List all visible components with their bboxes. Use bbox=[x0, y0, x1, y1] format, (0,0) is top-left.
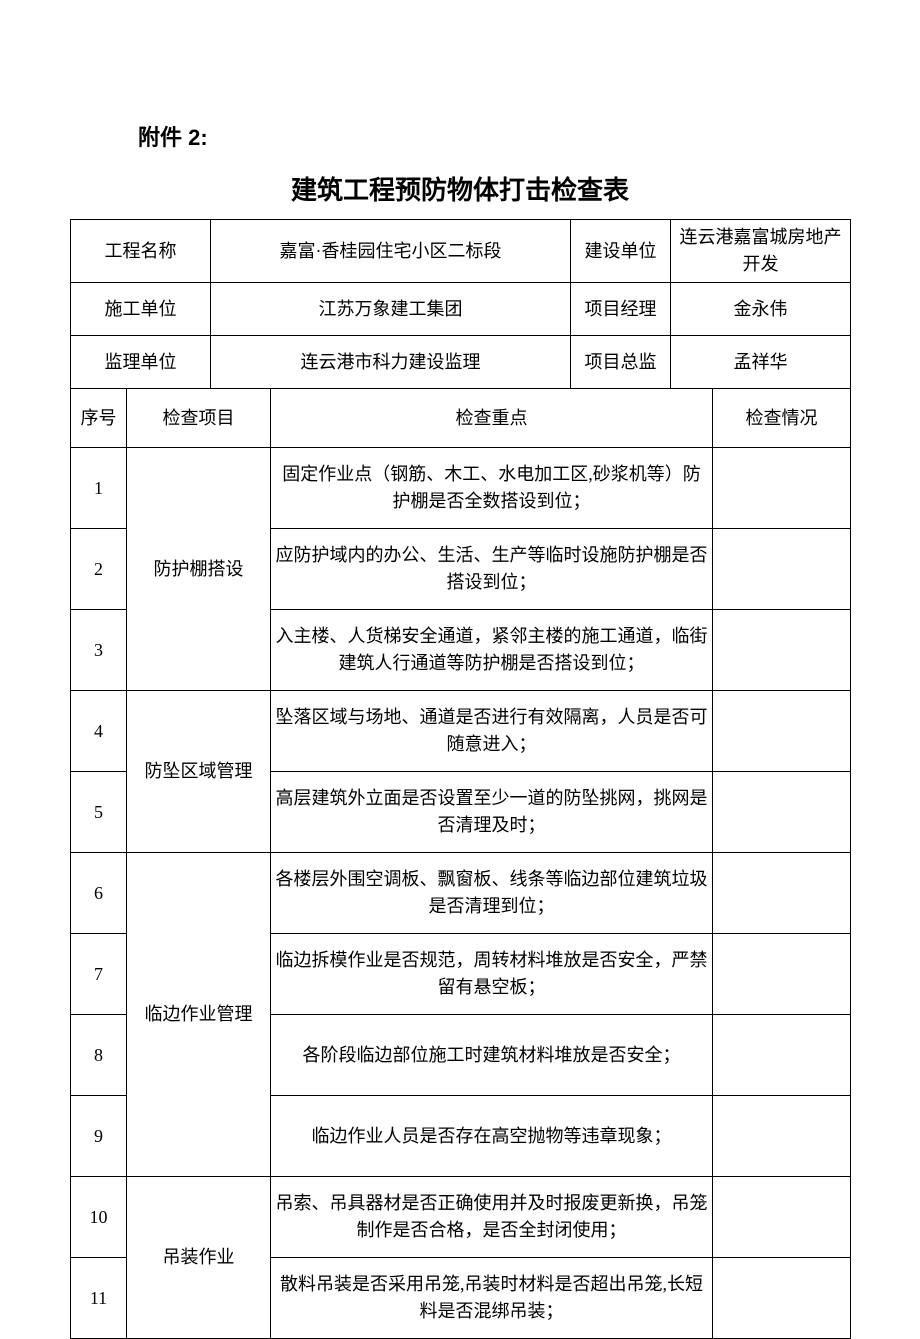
col-seq: 序号 bbox=[71, 389, 127, 448]
cell-seq: 3 bbox=[71, 610, 127, 691]
table-row: 4防坠区域管理坠落区域与场地、通道是否进行有效隔离，人员是否可随意进入； bbox=[71, 691, 851, 772]
cell-focus: 各阶段临边部位施工时建筑材料堆放是否安全； bbox=[271, 1015, 713, 1096]
header-row-supervisor: 监理单位连云港市科力建设监理项目总监孟祥华 bbox=[71, 336, 851, 389]
cell-status bbox=[713, 448, 851, 529]
label-chief-supervisor: 项目总监 bbox=[571, 336, 671, 389]
table-row: 10吊装作业吊索、吊具器材是否正确使用并及时报废更新换，吊笼制作是否合格，是否全… bbox=[71, 1177, 851, 1258]
document-page: 附件 2: 建筑工程预防物体打击检查表 工程名称嘉富·香桂园住宅小区二标段建设单… bbox=[0, 0, 920, 1302]
cell-focus: 坠落区域与场地、通道是否进行有效隔离，人员是否可随意进入； bbox=[271, 691, 713, 772]
inspection-table: 工程名称嘉富·香桂园住宅小区二标段建设单位连云港嘉富城房地产开发施工单位江苏万象… bbox=[70, 219, 851, 1339]
value-construction-unit: 连云港嘉富城房地产开发 bbox=[671, 220, 851, 283]
cell-seq: 4 bbox=[71, 691, 127, 772]
table-row: 6临边作业管理各楼层外围空调板、飘窗板、线条等临边部位建筑垃圾是否清理到位； bbox=[71, 853, 851, 934]
header-row-contractor: 施工单位江苏万象建工集团项目经理金永伟 bbox=[71, 283, 851, 336]
cell-status bbox=[713, 529, 851, 610]
cell-focus: 各楼层外围空调板、飘窗板、线条等临边部位建筑垃圾是否清理到位； bbox=[271, 853, 713, 934]
cell-item-group: 防坠区域管理 bbox=[127, 691, 271, 853]
col-item: 检查项目 bbox=[127, 389, 271, 448]
cell-seq: 7 bbox=[71, 934, 127, 1015]
cell-status bbox=[713, 934, 851, 1015]
table-row: 1防护棚搭设固定作业点（钢筋、木工、水电加工区,砂浆机等）防护棚是否全数搭设到位… bbox=[71, 448, 851, 529]
label-contractor: 施工单位 bbox=[71, 283, 211, 336]
cell-focus: 临边作业人员是否存在高空抛物等违章现象； bbox=[271, 1096, 713, 1177]
cell-seq: 8 bbox=[71, 1015, 127, 1096]
cell-focus: 应防护域内的办公、生活、生产等临时设施防护棚是否搭设到位； bbox=[271, 529, 713, 610]
cell-status bbox=[713, 691, 851, 772]
cell-status bbox=[713, 610, 851, 691]
value-supervisor-unit: 连云港市科力建设监理 bbox=[211, 336, 571, 389]
label-construction-unit: 建设单位 bbox=[571, 220, 671, 283]
cell-status bbox=[713, 1258, 851, 1339]
attachment-label: 附件 2: bbox=[138, 120, 850, 152]
col-status: 检查情况 bbox=[713, 389, 851, 448]
cell-focus: 临边拆模作业是否规范，周转材料堆放是否安全，严禁留有悬空板； bbox=[271, 934, 713, 1015]
label-project-name: 工程名称 bbox=[71, 220, 211, 283]
cell-seq: 5 bbox=[71, 772, 127, 853]
cell-item-group: 防护棚搭设 bbox=[127, 448, 271, 691]
label-pm: 项目经理 bbox=[571, 283, 671, 336]
cell-item-group: 临边作业管理 bbox=[127, 853, 271, 1177]
cell-status bbox=[713, 1015, 851, 1096]
document-title: 建筑工程预防物体打击检查表 bbox=[70, 170, 850, 207]
label-supervisor-unit: 监理单位 bbox=[71, 336, 211, 389]
value-project-name: 嘉富·香桂园住宅小区二标段 bbox=[211, 220, 571, 283]
cell-focus: 入主楼、人货梯安全通道，紧邻主楼的施工通道，临街建筑人行通道等防护棚是否搭设到位… bbox=[271, 610, 713, 691]
cell-focus: 散料吊装是否采用吊笼,吊装时材料是否超出吊笼,长短料是否混绑吊装； bbox=[271, 1258, 713, 1339]
header-row-project: 工程名称嘉富·香桂园住宅小区二标段建设单位连云港嘉富城房地产开发 bbox=[71, 220, 851, 283]
column-header-row: 序号检查项目检查重点检查情况 bbox=[71, 389, 851, 448]
cell-seq: 9 bbox=[71, 1096, 127, 1177]
cell-status bbox=[713, 1177, 851, 1258]
cell-focus: 固定作业点（钢筋、木工、水电加工区,砂浆机等）防护棚是否全数搭设到位； bbox=[271, 448, 713, 529]
cell-seq: 6 bbox=[71, 853, 127, 934]
cell-seq: 11 bbox=[71, 1258, 127, 1339]
col-focus: 检查重点 bbox=[271, 389, 713, 448]
cell-seq: 10 bbox=[71, 1177, 127, 1258]
cell-focus: 高层建筑外立面是否设置至少一道的防坠挑网，挑网是否清理及时； bbox=[271, 772, 713, 853]
cell-item-group: 吊装作业 bbox=[127, 1177, 271, 1339]
cell-seq: 1 bbox=[71, 448, 127, 529]
cell-status bbox=[713, 772, 851, 853]
value-contractor: 江苏万象建工集团 bbox=[211, 283, 571, 336]
cell-seq: 2 bbox=[71, 529, 127, 610]
cell-status bbox=[713, 853, 851, 934]
value-pm: 金永伟 bbox=[671, 283, 851, 336]
cell-focus: 吊索、吊具器材是否正确使用并及时报废更新换，吊笼制作是否合格，是否全封闭使用； bbox=[271, 1177, 713, 1258]
cell-status bbox=[713, 1096, 851, 1177]
value-chief-supervisor: 孟祥华 bbox=[671, 336, 851, 389]
